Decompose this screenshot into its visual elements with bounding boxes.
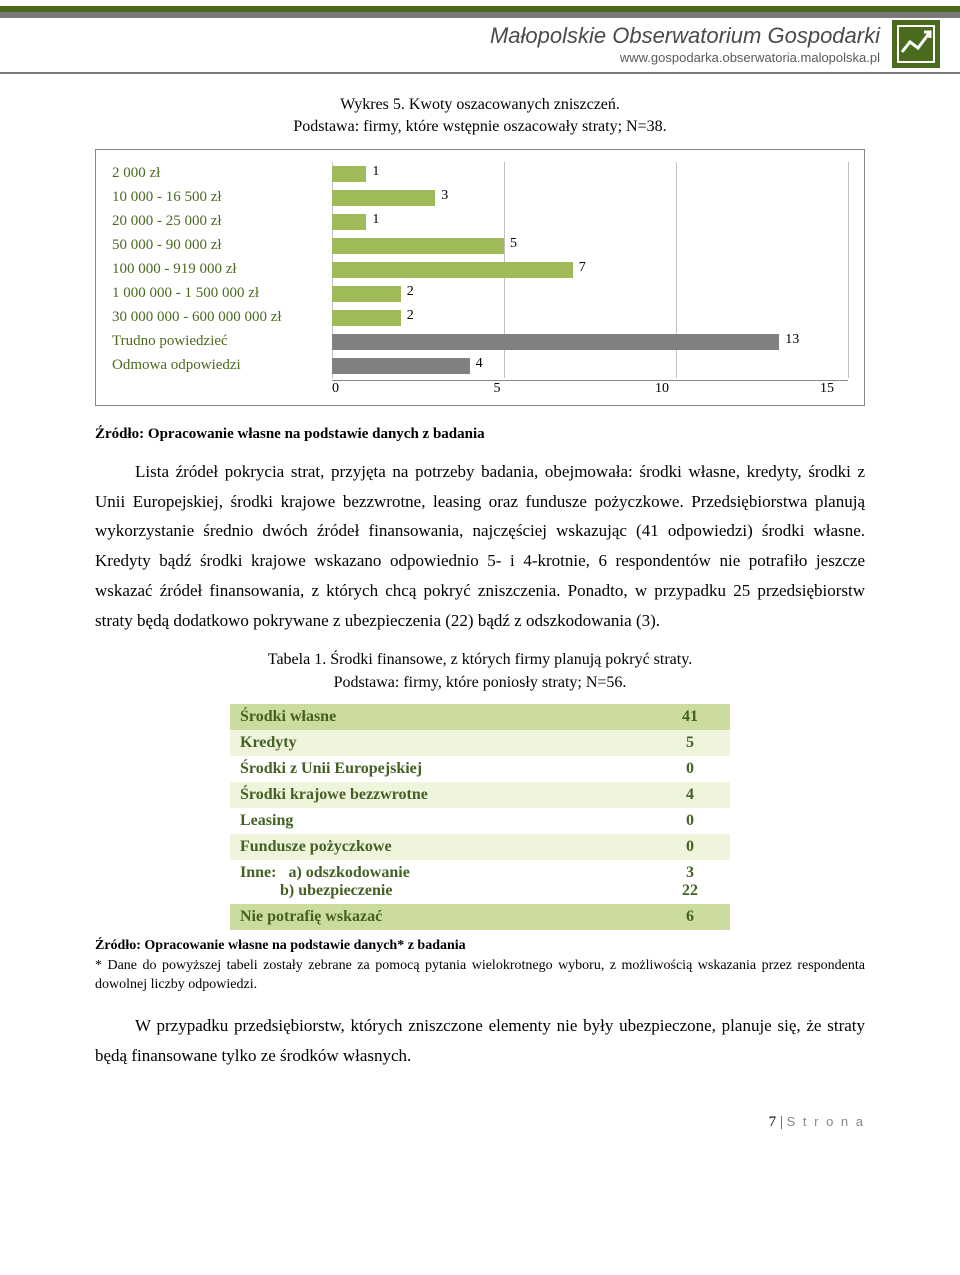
chart-bar-value: 1 xyxy=(372,164,379,180)
page-sep: | xyxy=(776,1114,787,1130)
chart-x-tick: 5 xyxy=(494,381,501,397)
table-source: Źródło: Opracowanie własne na podstawie … xyxy=(95,938,466,953)
chart-bar: 7 xyxy=(332,262,573,278)
table-row: Środki z Unii Europejskiej0 xyxy=(230,756,730,782)
table-cell-value: 4 xyxy=(650,782,730,808)
chart-bar: 4 xyxy=(332,358,470,374)
data-table: Środki własne41Kredyty5Środki z Unii Eur… xyxy=(230,704,730,930)
chart-y-label: Trudno powiedzieć xyxy=(112,330,332,354)
table-cell-value: 0 xyxy=(650,834,730,860)
brand-title: Małopolskie Obserwatorium Gospodarki xyxy=(490,22,880,50)
chart-x-axis: 0 5 10 15 xyxy=(332,380,848,397)
chart-y-label: 30 000 000 - 600 000 000 zł xyxy=(112,306,332,330)
table-cell-value: 0 xyxy=(650,756,730,782)
figure-caption-l1: Wykres 5. Kwoty oszacowanych zniszczeń. xyxy=(340,96,620,113)
table-caption-l1: Tabela 1. Środki finansowe, z których fi… xyxy=(268,651,692,668)
chart-bar-value: 2 xyxy=(407,284,414,300)
chart-bar-value: 4 xyxy=(476,356,483,372)
chart-bar-row: 1 xyxy=(332,162,848,186)
chart-bar: 1 xyxy=(332,214,366,230)
chart-bar-row: 13 xyxy=(332,330,848,354)
table-row: Środki własne41 xyxy=(230,704,730,730)
chart-y-label: 1 000 000 - 1 500 000 zł xyxy=(112,282,332,306)
table-row: Kredyty5 xyxy=(230,730,730,756)
source-line-1: Źródło: Opracowanie własne na podstawie … xyxy=(95,426,865,443)
chart-bar: 2 xyxy=(332,286,401,302)
table-row: Środki krajowe bezzwrotne4 xyxy=(230,782,730,808)
table-note: * Dane do powyższej tabeli zostały zebra… xyxy=(95,958,865,993)
brand-url: www.gospodarka.obserwatoria.malopolska.p… xyxy=(490,50,880,66)
table-cell-label: Kredyty xyxy=(230,730,650,756)
table-cell-value: 41 xyxy=(650,704,730,730)
chart-bar-row: 2 xyxy=(332,306,848,330)
brand-logo-icon xyxy=(892,20,940,68)
chart-x-tick: 0 xyxy=(332,381,339,397)
chart-bar-row: 2 xyxy=(332,282,848,306)
content: Wykres 5. Kwoty oszacowanych zniszczeń. … xyxy=(0,74,960,1094)
table-cell-value: 5 xyxy=(650,730,730,756)
chart-bar-row: 4 xyxy=(332,354,848,378)
chart-y-label: 100 000 - 919 000 zł xyxy=(112,258,332,282)
chart-bar: 5 xyxy=(332,238,504,254)
chart-bar-value: 5 xyxy=(510,236,517,252)
body-paragraph-2: W przypadku przedsiębiorstw, których zni… xyxy=(95,1011,865,1071)
table-cell-label: Leasing xyxy=(230,808,650,834)
chart-y-label: 20 000 - 25 000 zł xyxy=(112,210,332,234)
chart-bar-value: 13 xyxy=(785,332,799,348)
chart-arrow-icon xyxy=(896,24,936,64)
chart-bar: 3 xyxy=(332,190,435,206)
table-cell-label: Fundusze pożyczkowe xyxy=(230,834,650,860)
chart-y-label: Odmowa odpowiedzi xyxy=(112,354,332,378)
chart-bar-row: 5 xyxy=(332,234,848,258)
table-cell-value: 0 xyxy=(650,808,730,834)
figure-caption: Wykres 5. Kwoty oszacowanych zniszczeń. … xyxy=(95,94,865,139)
page-word: S t r o n a xyxy=(787,1114,865,1129)
table-cell-value: 6 xyxy=(650,904,730,930)
table-caption-l2: Podstawa: firmy, które poniosły straty; … xyxy=(334,674,627,691)
chart-bar-row: 7 xyxy=(332,258,848,282)
table-cell-label: Środki własne xyxy=(230,704,650,730)
table-row: Inne: a) odszkodowanie b) ubezpieczenie3… xyxy=(230,860,730,904)
table-footnote: Źródło: Opracowanie własne na podstawie … xyxy=(95,936,865,995)
chart-y-label: 10 000 - 16 500 zł xyxy=(112,186,332,210)
chart-bars-area: 1315722134 xyxy=(332,162,848,378)
brand-text: Małopolskie Obserwatorium Gospodarki www… xyxy=(490,22,880,66)
chart-bar-value: 2 xyxy=(407,308,414,324)
chart-bar: 2 xyxy=(332,310,401,326)
table-cell-label: Środki krajowe bezzwrotne xyxy=(230,782,650,808)
header-bands xyxy=(0,0,960,18)
table-cell-label: Środki z Unii Europejskiej xyxy=(230,756,650,782)
table-row: Leasing0 xyxy=(230,808,730,834)
chart-bar: 1 xyxy=(332,166,366,182)
table-caption: Tabela 1. Środki finansowe, z których fi… xyxy=(95,649,865,694)
chart-bar-value: 7 xyxy=(579,260,586,276)
chart-plot: 1315722134 051015 xyxy=(332,162,848,397)
page: Małopolskie Obserwatorium Gospodarki www… xyxy=(0,0,960,1161)
table-row: Nie potrafię wskazać6 xyxy=(230,904,730,930)
page-footer: 7 | S t r o n a xyxy=(0,1094,960,1131)
chart-bar-value: 1 xyxy=(372,212,379,228)
chart-bar: 13 xyxy=(332,334,779,350)
chart-bar-value: 3 xyxy=(441,188,448,204)
table-cell-value: 3 22 xyxy=(650,860,730,904)
chart-bar-row: 1 xyxy=(332,210,848,234)
chart-y-label: 50 000 - 90 000 zł xyxy=(112,234,332,258)
figure-caption-l2: Podstawa: firmy, które wstępnie oszacowa… xyxy=(293,118,666,135)
body-paragraph-1: Lista źródeł pokrycia strat, przyjęta na… xyxy=(95,457,865,636)
chart-frame: 2 000 zł10 000 - 16 500 zł20 000 - 25 00… xyxy=(95,149,865,406)
chart-y-labels: 2 000 zł10 000 - 16 500 zł20 000 - 25 00… xyxy=(112,162,332,397)
table-cell-label: Nie potrafię wskazać xyxy=(230,904,650,930)
table-cell-label: Inne: a) odszkodowanie b) ubezpieczenie xyxy=(230,860,650,904)
table-row: Fundusze pożyczkowe0 xyxy=(230,834,730,860)
chart-x-tick: 10 xyxy=(655,381,669,397)
chart-bar-row: 3 xyxy=(332,186,848,210)
chart-x-tick: 15 xyxy=(820,381,834,397)
chart-y-label: 2 000 zł xyxy=(112,162,332,186)
chart-gridline xyxy=(848,162,849,378)
brand-row: Małopolskie Obserwatorium Gospodarki www… xyxy=(0,18,960,72)
page-number: 7 xyxy=(769,1114,777,1130)
